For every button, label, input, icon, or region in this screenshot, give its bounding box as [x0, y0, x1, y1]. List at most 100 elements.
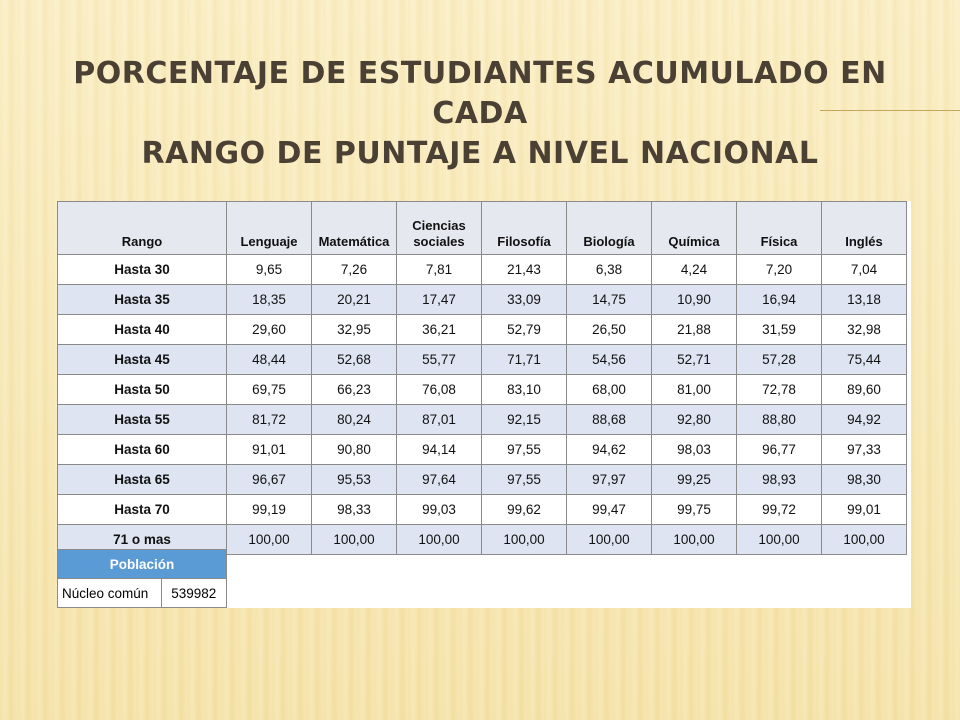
- table-row: Hasta 50 69,75 66,23 76,08 83,10 68,00 81,00 72…: [57, 374, 907, 405]
- table-row: Hasta 55 81,72 80,24 87,01 92,15 88,68 92,80 88…: [57, 404, 907, 435]
- value-cell: 100,00: [736, 524, 822, 555]
- value-cell: 54,56: [566, 344, 652, 375]
- table-panel: Rango Lenguaje Matemática Ciencias sociales…: [57, 201, 911, 608]
- title-divider: [820, 110, 960, 111]
- table-row: Hasta 65 96,67 95,53 97,64 97,55 97,97 99,25 98…: [57, 464, 907, 495]
- rango-cell: Hasta 60: [57, 434, 227, 465]
- title-line-1: Porcentaje de estudiantes acumulado en c…: [73, 56, 887, 131]
- table-row: Hasta 30 9,65 7,26 7,81 21,43 6,38 4,24 7,20 7,0…: [57, 254, 907, 285]
- value-cell: 99,03: [396, 494, 482, 525]
- table-row: Hasta 35 18,35 20,21 17,47 33,09 14,75 10,90 16…: [57, 284, 907, 315]
- value-cell: 29,60: [226, 314, 312, 345]
- value-cell: 17,47: [396, 284, 482, 315]
- value-cell: 26,50: [566, 314, 652, 345]
- column-header: Lenguaje: [226, 201, 312, 255]
- value-cell: 83,10: [481, 374, 567, 405]
- value-cell: 88,68: [566, 404, 652, 435]
- value-cell: 90,80: [311, 434, 397, 465]
- value-cell: 97,55: [481, 434, 567, 465]
- value-cell: 52,68: [311, 344, 397, 375]
- value-cell: 98,33: [311, 494, 397, 525]
- value-cell: 97,97: [566, 464, 652, 495]
- value-cell: 75,44: [821, 344, 907, 375]
- title-line-2: rango de puntaje a nivel nacional: [141, 136, 819, 171]
- rango-cell: Hasta 55: [57, 404, 227, 435]
- column-header: Ciencias sociales: [396, 201, 482, 255]
- table-body: Hasta 30 9,65 7,26 7,81 21,43 6,38 4,24 7,20 7,0…: [57, 254, 907, 555]
- table-row: Hasta 40 29,60 32,95 36,21 52,79 26,50 21,88 31…: [57, 314, 907, 345]
- value-cell: 94,62: [566, 434, 652, 465]
- rango-cell: Hasta 70: [57, 494, 227, 525]
- value-cell: 100,00: [651, 524, 737, 555]
- value-cell: 71,71: [481, 344, 567, 375]
- value-cell: 100,00: [566, 524, 652, 555]
- value-cell: 21,43: [481, 254, 567, 285]
- column-header: Rango: [57, 201, 227, 255]
- value-cell: 80,24: [311, 404, 397, 435]
- slide-title: Porcentaje de estudiantes acumulado en c…: [40, 54, 920, 174]
- value-cell: 13,18: [821, 284, 907, 315]
- value-cell: 100,00: [821, 524, 907, 555]
- value-cell: 7,04: [821, 254, 907, 285]
- value-cell: 98,03: [651, 434, 737, 465]
- value-cell: 32,95: [311, 314, 397, 345]
- value-cell: 6,38: [566, 254, 652, 285]
- poblacion-label: Núcleo común: [57, 578, 162, 608]
- value-cell: 98,30: [821, 464, 907, 495]
- column-header: Matemática: [311, 201, 397, 255]
- value-cell: 99,72: [736, 494, 822, 525]
- value-cell: 87,01: [396, 404, 482, 435]
- value-cell: 14,75: [566, 284, 652, 315]
- value-cell: 69,75: [226, 374, 312, 405]
- value-cell: 52,71: [651, 344, 737, 375]
- value-cell: 81,00: [651, 374, 737, 405]
- value-cell: 81,72: [226, 404, 312, 435]
- value-cell: 16,94: [736, 284, 822, 315]
- value-cell: 7,26: [311, 254, 397, 285]
- value-cell: 96,67: [226, 464, 312, 495]
- value-cell: 10,90: [651, 284, 737, 315]
- value-cell: 99,01: [821, 494, 907, 525]
- value-cell: 32,98: [821, 314, 907, 345]
- value-cell: 97,64: [396, 464, 482, 495]
- column-header: Física: [736, 201, 822, 255]
- value-cell: 94,14: [396, 434, 482, 465]
- rango-cell: Hasta 40: [57, 314, 227, 345]
- column-header: Inglés: [821, 201, 907, 255]
- value-cell: 92,15: [481, 404, 567, 435]
- rango-cell: Hasta 45: [57, 344, 227, 375]
- table-row: Hasta 60 91,01 90,80 94,14 97,55 94,62 98,03 96…: [57, 434, 907, 465]
- value-cell: 66,23: [311, 374, 397, 405]
- value-cell: 20,21: [311, 284, 397, 315]
- rango-cell: Hasta 65: [57, 464, 227, 495]
- poblacion-value: 539982: [160, 578, 228, 608]
- poblacion-header: Población: [57, 549, 227, 579]
- value-cell: 21,88: [651, 314, 737, 345]
- value-cell: 97,33: [821, 434, 907, 465]
- value-cell: 48,44: [226, 344, 312, 375]
- value-cell: 89,60: [821, 374, 907, 405]
- value-cell: 72,78: [736, 374, 822, 405]
- value-cell: 18,35: [226, 284, 312, 315]
- rango-cell: Hasta 50: [57, 374, 227, 405]
- column-header: Biología: [566, 201, 652, 255]
- cumulative-percentage-table: Rango Lenguaje Matemática Ciencias sociales…: [57, 201, 907, 555]
- value-cell: 99,75: [651, 494, 737, 525]
- rango-cell: Hasta 30: [57, 254, 227, 285]
- value-cell: 100,00: [481, 524, 567, 555]
- value-cell: 33,09: [481, 284, 567, 315]
- value-cell: 95,53: [311, 464, 397, 495]
- value-cell: 7,81: [396, 254, 482, 285]
- value-cell: 99,62: [481, 494, 567, 525]
- value-cell: 100,00: [311, 524, 397, 555]
- value-cell: 55,77: [396, 344, 482, 375]
- value-cell: 98,93: [736, 464, 822, 495]
- column-header: Química: [651, 201, 737, 255]
- value-cell: 57,28: [736, 344, 822, 375]
- value-cell: 4,24: [651, 254, 737, 285]
- value-cell: 88,80: [736, 404, 822, 435]
- poblacion-table: Población Núcleo común 539982: [57, 549, 228, 608]
- value-cell: 36,21: [396, 314, 482, 345]
- value-cell: 91,01: [226, 434, 312, 465]
- rango-cell: Hasta 35: [57, 284, 227, 315]
